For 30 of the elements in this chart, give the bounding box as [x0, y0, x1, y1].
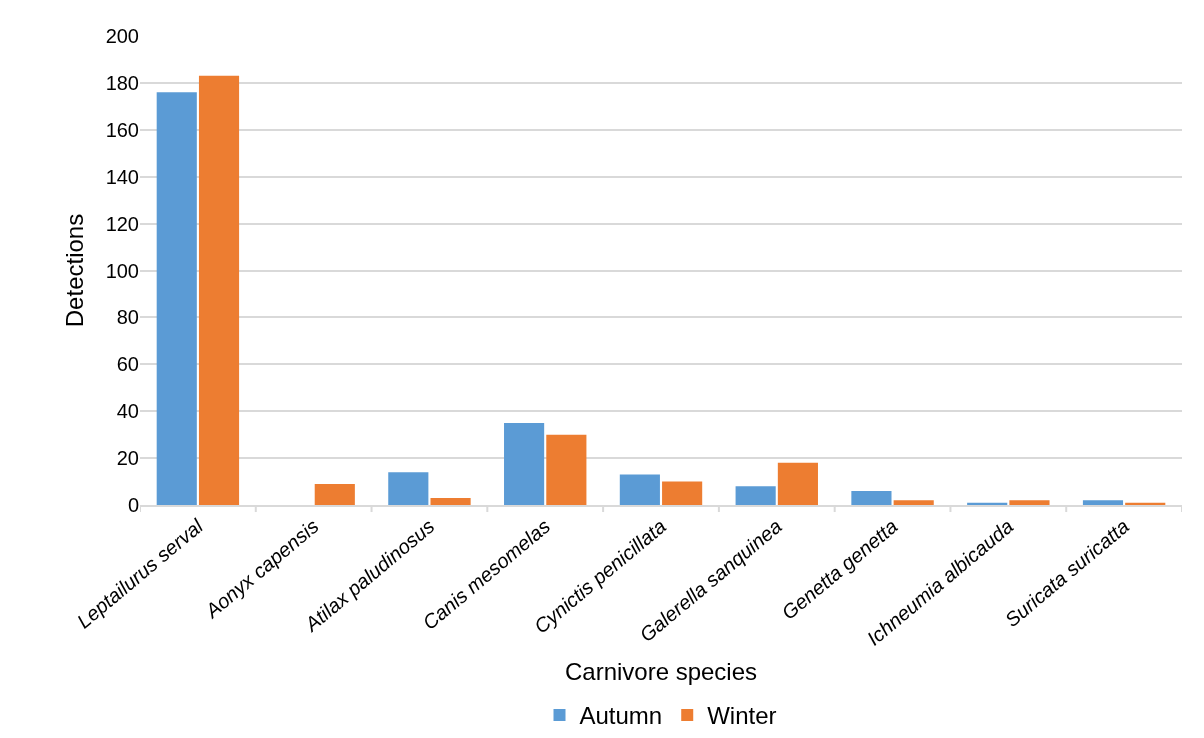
x-axis-title: Carnivore species: [564, 658, 758, 686]
y-axis-title: Detections: [60, 213, 88, 328]
bar: [546, 434, 587, 505]
bar: [619, 474, 660, 505]
y-tick-label: 160: [105, 118, 139, 141]
bar: [314, 483, 355, 505]
y-tick-label: 40: [116, 400, 139, 423]
bar: [1009, 500, 1050, 505]
y-tick-label: 80: [116, 306, 139, 329]
bar: [156, 92, 197, 505]
y-tick-label: 20: [116, 447, 139, 470]
y-tick-label: 0: [127, 494, 139, 516]
bar: [198, 75, 240, 505]
y-tick-label: 180: [105, 71, 139, 94]
y-tick-label: 100: [105, 259, 139, 282]
bar: [735, 486, 776, 505]
bar: [430, 497, 471, 505]
bar: [893, 500, 934, 505]
bar: [777, 462, 818, 505]
legend-label: Winter: [707, 702, 777, 730]
bar: [388, 472, 429, 505]
y-tick-label: 200: [105, 25, 139, 47]
y-tick-label: 140: [105, 165, 139, 188]
bar: [851, 490, 892, 505]
bar: [504, 422, 545, 505]
y-tick-label: 60: [116, 353, 139, 376]
y-tick-label: 120: [105, 212, 139, 235]
bar: [1082, 500, 1124, 505]
legend-label: Autumn: [579, 702, 663, 730]
bar: [662, 481, 703, 505]
